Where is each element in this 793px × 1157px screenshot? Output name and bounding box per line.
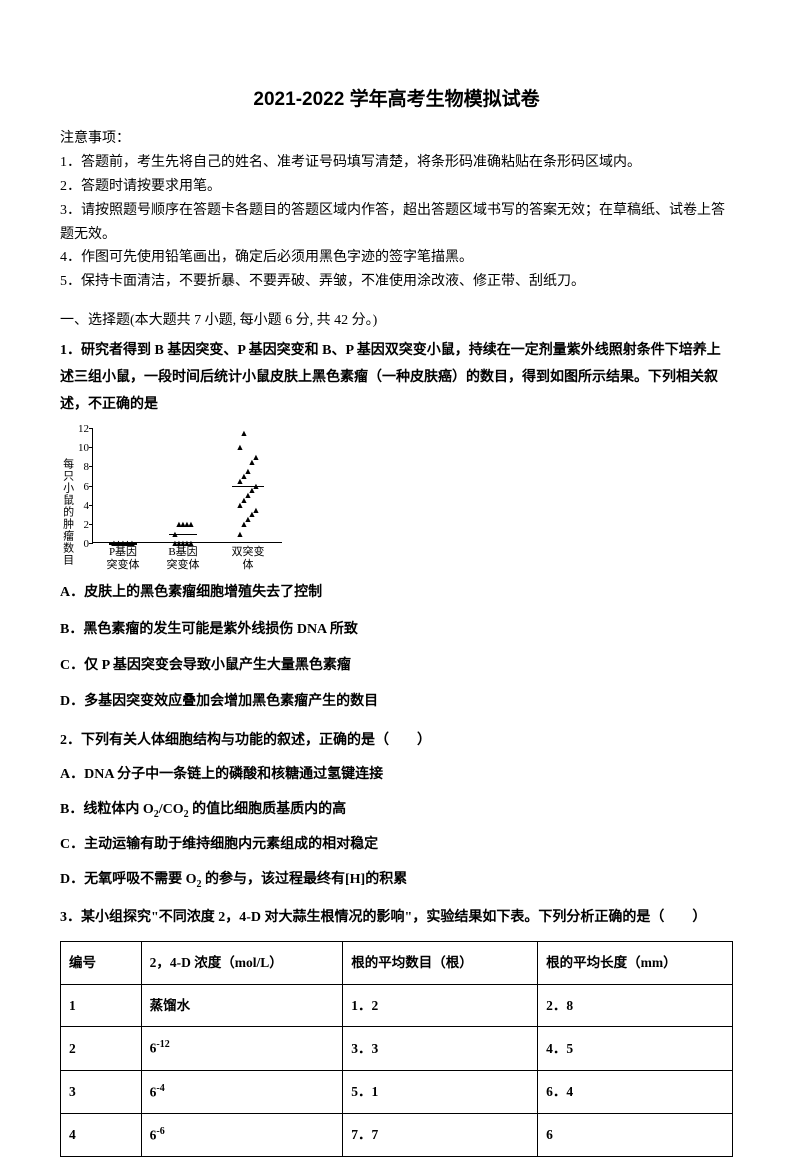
table-cell: 6．4 [538, 1070, 733, 1113]
option-a: A．DNA 分子中一条链上的磷酸和核糖通过氢键连接 [60, 764, 733, 786]
instruction-item: 3．请按照题号顺序在答题卡各题目的答题区域内作答，超出答题区域书写的答案无效；在… [60, 199, 733, 247]
table-cell: 3 [61, 1070, 142, 1113]
table-cell: 4 [61, 1113, 142, 1156]
instruction-item: 1．答题前，考生先将自己的姓名、准考证号码填写清楚，将条形码准确粘贴在条形码区域… [60, 151, 733, 175]
table-cell: 蒸馏水 [141, 984, 343, 1027]
table-row: 1 蒸馏水 1．2 2．8 [61, 984, 733, 1027]
table-cell: 6-6 [141, 1113, 343, 1156]
question-text: 1．研究者得到 B 基因突变、P 基因突变和 B、P 基因双突变小鼠，持续在一定… [60, 338, 733, 418]
instruction-item: 4．作图可先使用铅笔画出，确定后必须用黑色字迹的签字笔描黑。 [60, 246, 733, 270]
tumor-chart: 每只小鼠的肿瘤数目 024681012▲▲▲▲▲▲▲▲▲▲▲▲▲▲▲▲▲▲▲▲▲… [60, 428, 290, 568]
chart-plot-area: 024681012▲▲▲▲▲▲▲▲▲▲▲▲▲▲▲▲▲▲▲▲▲▲▲▲▲▲▲▲▲▲▲… [92, 428, 282, 543]
table-header: 根的平均数目（根） [343, 942, 538, 985]
table-cell: 6-12 [141, 1027, 343, 1070]
table-cell: 3．3 [343, 1027, 538, 1070]
question-text: 3．某小组探究"不同浓度 2，4-D 对大蒜生根情况的影响"，实验结果如下表。下… [60, 905, 733, 932]
option-b: B．黑色素瘤的发生可能是紫外线损伤 DNA 所致 [60, 619, 733, 641]
table-cell: 2 [61, 1027, 142, 1070]
instructions-header: 注意事项： [60, 127, 733, 151]
question-text: 2．下列有关人体细胞结构与功能的叙述，正确的是（ ） [60, 728, 733, 755]
question-1: 1．研究者得到 B 基因突变、P 基因突变和 B、P 基因双突变小鼠，持续在一定… [60, 338, 733, 418]
question-2: 2．下列有关人体细胞结构与功能的叙述，正确的是（ ） [60, 728, 733, 755]
table-row: 3 6-4 5．1 6．4 [61, 1070, 733, 1113]
instruction-item: 5．保持卡面清洁，不要折暴、不要弄破、弄皱，不准使用涂改液、修正带、刮纸刀。 [60, 270, 733, 294]
table-cell: 4．5 [538, 1027, 733, 1070]
table-cell: 5．1 [343, 1070, 538, 1113]
table-cell: 1 [61, 984, 142, 1027]
table-header: 2，4-D 浓度（mol/L） [141, 942, 343, 985]
page-title: 2021-2022 学年高考生物模拟试卷 [60, 85, 733, 115]
instruction-item: 2．答题时请按要求用笔。 [60, 175, 733, 199]
q2-options: A．DNA 分子中一条链上的磷酸和核糖通过氢键连接 B．线粒体内 O2/CO2 … [60, 764, 733, 892]
table-header: 编号 [61, 942, 142, 985]
table-row: 4 6-6 7．7 6 [61, 1113, 733, 1156]
option-c: C．主动运输有助于维持细胞内元素组成的相对稳定 [60, 834, 733, 856]
option-a: A．皮肤上的黑色素瘤细胞增殖失去了控制 [60, 582, 733, 604]
option-c: C．仅 P 基因突变会导致小鼠产生大量黑色素瘤 [60, 655, 733, 677]
table-header-row: 编号 2，4-D 浓度（mol/L） 根的平均数目（根） 根的平均长度（mm） [61, 942, 733, 985]
table-cell: 6-4 [141, 1070, 343, 1113]
option-d: D．多基因突变效应叠加会增加黑色素瘤产生的数目 [60, 691, 733, 713]
option-b: B．线粒体内 O2/CO2 的值比细胞质基质内的高 [60, 799, 733, 823]
section-title: 一、选择题(本大题共 7 小题, 每小题 6 分, 共 42 分。) [60, 310, 733, 332]
data-table: 编号 2，4-D 浓度（mol/L） 根的平均数目（根） 根的平均长度（mm） … [60, 941, 733, 1156]
question-3: 3．某小组探究"不同浓度 2，4-D 对大蒜生根情况的影响"，实验结果如下表。下… [60, 905, 733, 932]
table-header: 根的平均长度（mm） [538, 942, 733, 985]
table-cell: 6 [538, 1113, 733, 1156]
table-cell: 2．8 [538, 984, 733, 1027]
table-row: 2 6-12 3．3 4．5 [61, 1027, 733, 1070]
q1-options: A．皮肤上的黑色素瘤细胞增殖失去了控制 B．黑色素瘤的发生可能是紫外线损伤 DN… [60, 582, 733, 714]
option-d: D．无氧呼吸不需要 O2 的参与，该过程最终有[H]的积累 [60, 869, 733, 893]
instructions-block: 注意事项： 1．答题前，考生先将自己的姓名、准考证号码填写清楚，将条形码准确粘贴… [60, 127, 733, 294]
table-cell: 7．7 [343, 1113, 538, 1156]
table-cell: 1．2 [343, 984, 538, 1027]
